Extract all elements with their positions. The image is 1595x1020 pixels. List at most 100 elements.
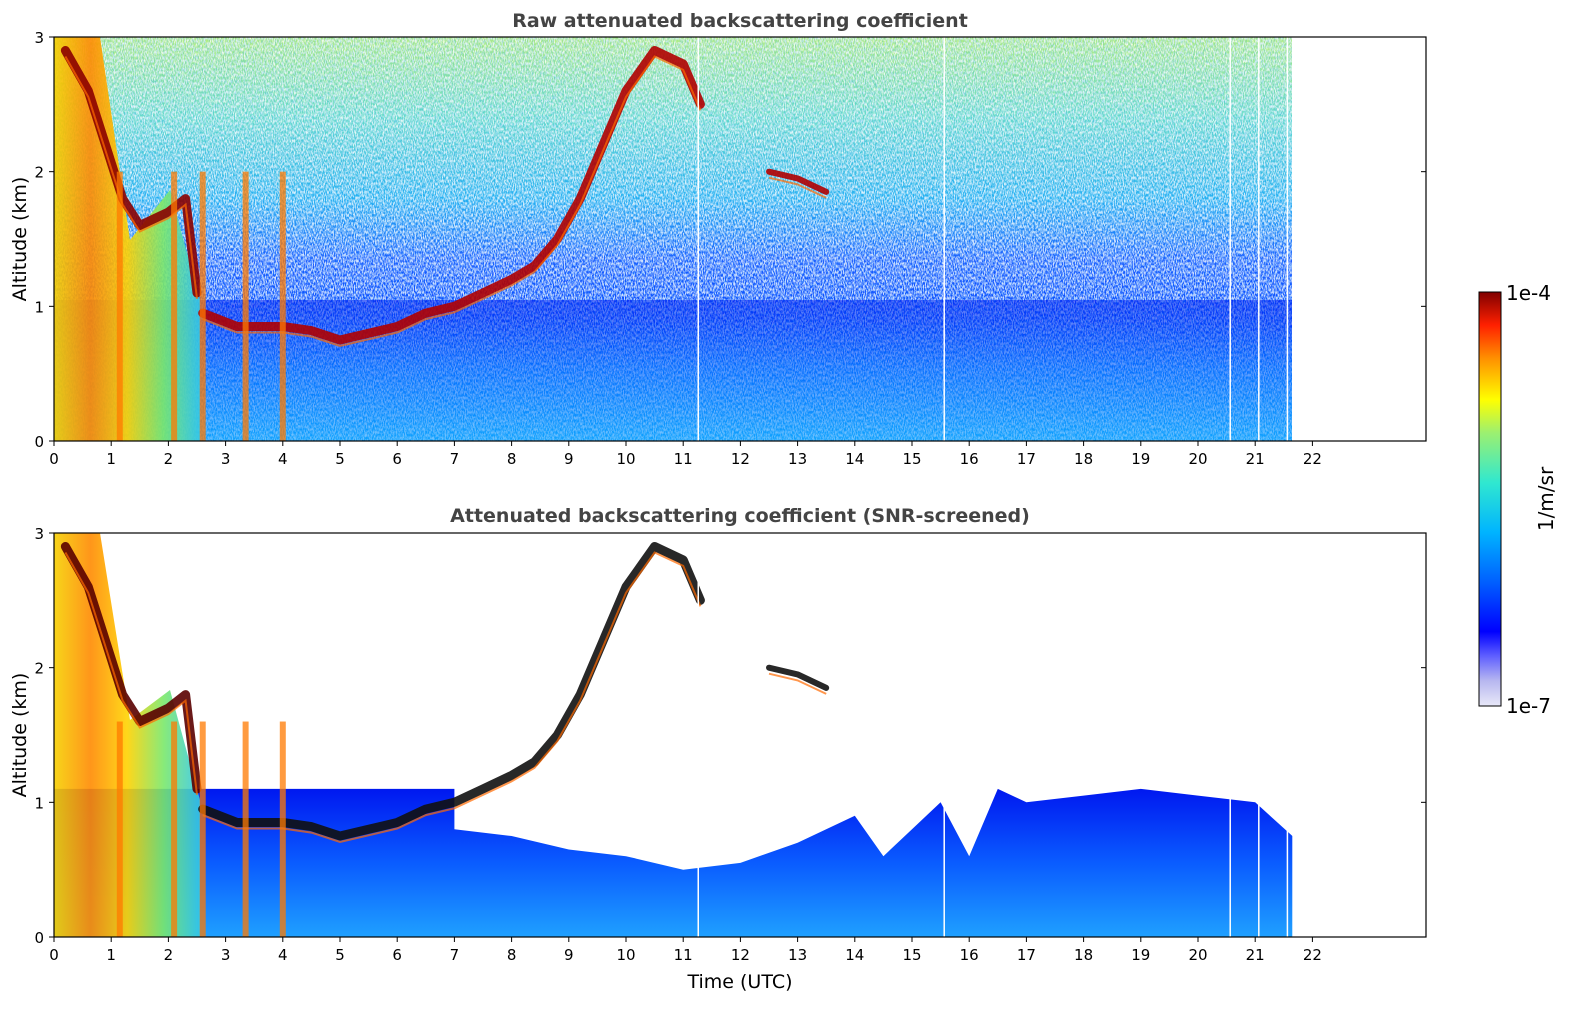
data-gap-line — [697, 533, 699, 937]
y-tick-label: 3 — [34, 525, 44, 543]
backscatter-layer-halo — [768, 672, 827, 695]
data-gap-line — [1258, 533, 1260, 937]
y-tick-label: 0 — [34, 929, 44, 947]
x-tick-label: 12 — [731, 946, 750, 964]
x-tick-label: 15 — [902, 450, 921, 468]
x-tick-label: 19 — [1131, 946, 1150, 964]
x-tick-label: 21 — [1246, 450, 1265, 468]
x-tick-label: 7 — [450, 946, 460, 964]
panel2-layers — [60, 542, 830, 937]
x-tick-label: 5 — [335, 450, 345, 468]
precip-streak — [116, 171, 123, 441]
x-tick-label: 11 — [674, 946, 693, 964]
backscatter-layer-halo — [202, 55, 702, 348]
precip-streak — [171, 721, 178, 937]
x-tick-label: 15 — [902, 946, 921, 964]
x-tick-label: 10 — [616, 450, 635, 468]
panel2-y-ticks: 0 1 2 3 — [34, 525, 1426, 947]
data-gap-line — [943, 533, 945, 937]
panel1-title: Raw attenuated backscattering coefficien… — [512, 10, 968, 32]
colorbar-max-label: 1e-4 — [1506, 281, 1551, 305]
backscatter-layer-halo — [202, 551, 702, 844]
data-gap-line — [1229, 37, 1231, 441]
panel1-y-ticks: 0 1 2 3 — [34, 29, 1426, 451]
colorbar-min-label: 1e-7 — [1506, 694, 1551, 718]
precip-streak — [242, 721, 249, 937]
x-tick-label: 4 — [278, 946, 288, 964]
y-tick-label: 3 — [34, 29, 44, 47]
precip-streak — [171, 171, 178, 441]
precip-streak — [279, 171, 286, 441]
x-tick-label: 18 — [1074, 946, 1093, 964]
screened-backscatter-panel: Attenuated backscattering coefficient (S… — [9, 505, 1427, 993]
x-tick-label: 1 — [106, 450, 116, 468]
panel1-gaps — [697, 37, 1426, 441]
x-tick-label: 21 — [1246, 946, 1265, 964]
x-tick-label: 1 — [106, 946, 116, 964]
precip-streak — [199, 171, 206, 441]
backscatter-layer — [198, 46, 705, 345]
x-tick-label: 11 — [674, 450, 693, 468]
panel1-heatmap — [54, 37, 1426, 441]
x-tick-label: 0 — [49, 450, 59, 468]
raw-backscatter-panel: Raw attenuated backscattering coefficien… — [9, 10, 1427, 468]
backscatter-layer — [766, 664, 830, 691]
panel1-layers — [60, 46, 830, 441]
no-data-region — [1292, 37, 1426, 441]
y-tick-label: 1 — [34, 298, 44, 316]
x-tick-label: 22 — [1303, 946, 1322, 964]
x-tick-label: 0 — [49, 946, 59, 964]
precip-streak — [199, 721, 206, 937]
no-data-region — [1292, 533, 1426, 937]
panel2-early-plume — [54, 533, 200, 937]
backscatter-layer-halo — [768, 176, 827, 199]
x-tick-label: 2 — [164, 946, 174, 964]
data-gap-line — [1258, 37, 1260, 441]
x-tick-label: 13 — [788, 450, 807, 468]
x-tick-label: 19 — [1131, 450, 1150, 468]
precip-streak — [116, 721, 123, 937]
x-tick-label: 3 — [221, 450, 231, 468]
y-tick-label: 1 — [34, 794, 44, 812]
panel2-heatmap — [54, 533, 1426, 937]
colorbar-unit-label: 1/m/sr — [1534, 466, 1558, 531]
panel1-x-ticks: 0 1 2 3 4 5 6 7 8 9 10 11 12 13 14 15 16 17 18 19 20 21 22 — [49, 441, 1322, 468]
x-tick-label: 4 — [278, 450, 288, 468]
data-gap-line — [1286, 37, 1289, 441]
panel2-y-label: Altitude (km) — [9, 673, 31, 798]
x-tick-label: 17 — [1017, 946, 1036, 964]
x-tick-label: 22 — [1303, 450, 1322, 468]
backscatter-layer — [198, 542, 705, 841]
x-tick-label: 14 — [845, 946, 864, 964]
x-tick-label: 14 — [845, 450, 864, 468]
x-tick-label: 3 — [221, 946, 231, 964]
panel2-x-ticks: 0 1 2 3 4 5 6 7 8 9 10 11 12 13 14 15 16 17 18 19 20 21 22 — [49, 937, 1322, 964]
x-tick-label: 18 — [1074, 450, 1093, 468]
x-tick-label: 16 — [960, 946, 979, 964]
panel1-y-label: Altitude (km) — [9, 177, 31, 302]
x-tick-label: 6 — [392, 946, 402, 964]
data-gap-line — [1229, 533, 1231, 937]
x-tick-label: 20 — [1188, 450, 1207, 468]
x-tick-label: 16 — [960, 450, 979, 468]
backscatter-layer-halo — [64, 56, 198, 300]
x-tick-label: 20 — [1188, 946, 1207, 964]
x-tick-label: 13 — [788, 946, 807, 964]
panel1-speckle — [54, 37, 1292, 441]
data-gap-line — [943, 37, 945, 441]
panel1-early-plume — [54, 37, 200, 441]
x-tick-label: 7 — [450, 450, 460, 468]
panel2-x-label: Time (UTC) — [686, 971, 792, 993]
x-tick-label: 6 — [392, 450, 402, 468]
x-tick-label: 9 — [564, 450, 574, 468]
x-tick-label: 10 — [616, 946, 635, 964]
x-tick-label: 17 — [1017, 450, 1036, 468]
x-tick-label: 5 — [335, 946, 345, 964]
precip-streak — [279, 721, 286, 937]
x-tick-label: 8 — [507, 946, 517, 964]
panel2-title: Attenuated backscattering coefficient (S… — [450, 505, 1030, 527]
x-tick-label: 9 — [564, 946, 574, 964]
backscatter-layer — [60, 542, 202, 794]
colorbar: 1e-4 1e-7 1/m/sr — [1478, 281, 1558, 718]
